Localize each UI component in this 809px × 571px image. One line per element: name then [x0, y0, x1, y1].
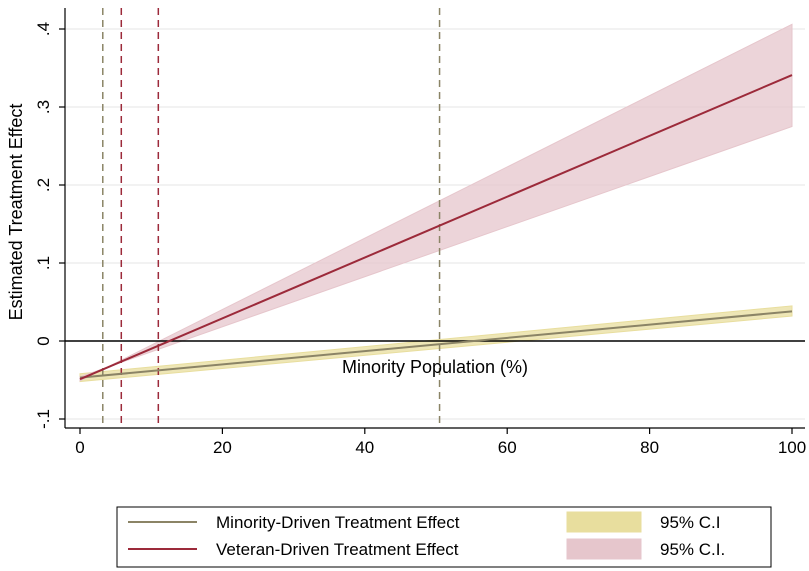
y-tick-label-3: .2	[34, 178, 53, 192]
x-tick-label-5: 100	[778, 438, 806, 457]
legend-ci-swatch-2	[566, 538, 642, 560]
y-tick-label-0: -.1	[34, 409, 53, 429]
y-tick-label-4: .3	[34, 100, 53, 114]
x-tick-label-0: 0	[75, 438, 84, 457]
axes	[59, 8, 805, 434]
x-axis-title: Minority Population (%)	[342, 357, 528, 377]
y-axis-title: Estimated Treatment Effect	[6, 104, 26, 321]
x-tick-label-1: 20	[213, 438, 232, 457]
x-tick-label-2: 40	[355, 438, 374, 457]
series-line-1	[79, 310, 793, 379]
x-tick-label-4: 80	[640, 438, 659, 457]
reference-lines	[65, 8, 805, 428]
legend-label-1: Minority-Driven Treatment Effect	[216, 513, 460, 532]
y-tick-label-1: 0	[34, 336, 53, 345]
y-tick-label-2: .1	[34, 256, 53, 270]
legend-ci-swatch-1	[566, 511, 642, 533]
confidence-bands	[79, 23, 793, 383]
y-tick-label-5: .4	[34, 22, 53, 36]
legend: Minority-Driven Treatment Effect 95% C.I V…	[116, 506, 772, 568]
legend-ci-label-2: 95% C.I.	[660, 540, 725, 559]
series-line-2	[79, 74, 793, 381]
x-tick-label-3: 60	[498, 438, 517, 457]
legend-box	[116, 506, 772, 568]
legend-ci-label-1: 95% C.I	[660, 513, 720, 532]
legend-label-2: Veteran-Driven Treatment Effect	[216, 540, 459, 559]
ci-band-2	[79, 23, 793, 382]
series-lines	[79, 74, 793, 381]
tick-labels: 0 20 40 60 80 100 -.1 0 .1 .2 .3 .4	[34, 22, 806, 457]
